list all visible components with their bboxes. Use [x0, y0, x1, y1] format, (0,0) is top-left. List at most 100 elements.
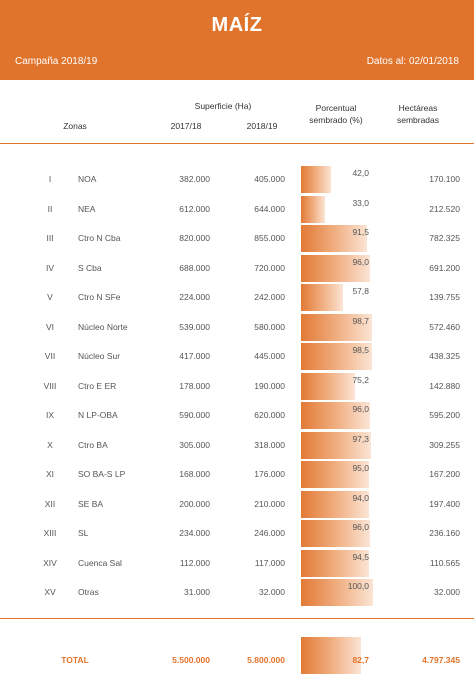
superficie-2017: 31.000	[184, 587, 210, 597]
pct-bar	[301, 549, 373, 577]
hectareas-sembradas: 236.160	[429, 528, 460, 538]
pct-bar	[301, 372, 373, 400]
table-row: VI Núcleo Norte 539.000 580.000 98,7 572.460	[0, 313, 474, 343]
pct-bar-fill	[301, 372, 356, 400]
pct-bar	[301, 343, 373, 370]
superficie-2018: 445.000	[254, 351, 285, 361]
pct-label: 96,0	[352, 256, 369, 267]
zone-number: IV	[45, 262, 55, 273]
zone-number: XII	[44, 498, 56, 509]
superficie-2018: 210.000	[254, 498, 285, 509]
header-divider	[0, 143, 474, 144]
pct-bar	[301, 284, 373, 311]
pct-bar-fill	[301, 520, 371, 547]
zone-number: XIV	[43, 557, 57, 568]
hectareas-sembradas: 139.755	[429, 292, 460, 302]
pct-bar-fill	[301, 195, 325, 223]
zone-number: II	[47, 203, 53, 214]
total-pct-fill	[301, 637, 361, 674]
superficie-2018: 117.000	[254, 557, 285, 568]
pct-bar	[301, 313, 373, 341]
pct-bar	[301, 431, 373, 459]
table-row: XII SE BA 200.000 210.000 94,0 197.400	[0, 490, 474, 520]
data-date-label: Datos al: 02/01/2018	[366, 56, 459, 67]
hectareas-sembradas: 110.565	[429, 557, 460, 568]
pct-label: 94,5	[352, 551, 369, 562]
table-row: XIV Cuenca Sal 112.000 117.000 94,5 110.565	[0, 549, 474, 579]
table-row: II NEA 612.000 644.000 33,0 212.520	[0, 195, 474, 225]
hectareas-sembradas: 691.200	[429, 262, 460, 273]
table-row: XIII SL 234.000 246.000 96,0 236.160	[0, 519, 474, 549]
table-row: V Ctro N SFe 224.000 242.000 57,8 139.755	[0, 283, 474, 313]
pct-label: 100,0	[347, 581, 369, 591]
hectareas-sembradas: 572.460	[429, 321, 460, 332]
superficie-2018: 190.000	[254, 380, 285, 391]
pct-bar	[301, 225, 373, 252]
zone-number: XI	[45, 469, 55, 479]
zone-number: VIII	[43, 380, 57, 391]
pct-bar	[301, 579, 373, 606]
pct-bar	[301, 195, 373, 223]
superficie-2018: 644.000	[254, 203, 285, 214]
zone-number: X	[47, 439, 53, 450]
superficie-2018: 242.000	[254, 292, 285, 302]
pct-bar	[301, 166, 373, 193]
superficie-2018: 246.000	[254, 528, 285, 538]
table-row: I NOA 382.000 405.000 42,0 170.100	[0, 165, 474, 195]
zone-number: III	[46, 233, 54, 243]
zonas-header: Zonas	[63, 121, 87, 131]
hectareas-sembradas: 595.200	[429, 410, 460, 420]
superficie-2018: 405.000	[254, 174, 285, 184]
pct-label: 98,5	[352, 345, 369, 355]
superficie-2018: 620.000	[254, 410, 285, 420]
pct-label: 91,5	[352, 227, 369, 237]
pct-bar-fill	[301, 549, 370, 577]
pct-bar-fill	[301, 402, 371, 429]
zone-name: Cuenca Sal	[78, 557, 122, 568]
hectareas-sembradas: 212.520	[429, 203, 460, 214]
zone-name: Núcleo Sur	[78, 351, 121, 361]
total-row: TOTAL 5.500.000 5.800.000 4.797.345 82,7	[0, 637, 474, 676]
table-row: IX N LP-OBA 590.000 620.000 96,0 595.200	[0, 401, 474, 431]
pct-bar	[301, 254, 373, 282]
pct-bar-fill	[301, 490, 369, 518]
hectareas-header: Hectáreas sembradas	[396, 103, 440, 125]
zone-name: N LP-OBA	[78, 410, 118, 420]
zone-number: VII	[44, 351, 56, 361]
total-pct-bar	[301, 637, 373, 674]
superficie-2017: 612.000	[179, 203, 210, 214]
table-row: X Ctro BA 305.000 318.000 97,3 309.255	[0, 431, 474, 461]
superficie-2017: 234.000	[179, 528, 210, 538]
table-row: VIII Ctro E ER 178.000 190.000 75,2 142.880	[0, 372, 474, 402]
hectareas-sembradas: 32.000	[434, 587, 460, 597]
year-2017-header: 2017/18	[170, 121, 202, 131]
superficie-2018: 855.000	[254, 233, 285, 243]
superficie-2017: 688.000	[179, 262, 210, 273]
zone-name: Otras	[78, 587, 99, 597]
pct-bar-fill	[301, 579, 373, 606]
superficie-2018: 32.000	[259, 587, 285, 597]
pct-label: 57,8	[352, 286, 369, 296]
zone-number: XIII	[43, 528, 57, 538]
total-2018: 5.800.000	[247, 655, 285, 665]
pct-label: 42,0	[352, 168, 369, 178]
total-hectareas: 4.797.345	[422, 655, 460, 665]
hectareas-sembradas: 782.325	[429, 233, 460, 243]
hectareas-sembradas: 142.880	[429, 380, 460, 391]
zone-name: S Cba	[78, 262, 102, 273]
superficie-2018: 176.000	[254, 469, 285, 479]
superficie-2017: 417.000	[179, 351, 210, 361]
zone-number: XV	[44, 587, 56, 597]
pct-bar-fill	[301, 313, 373, 341]
superficie-2017: 305.000	[179, 439, 210, 450]
year-2018-header: 2018/19	[246, 121, 278, 131]
zone-name: Núcleo Norte	[78, 321, 128, 332]
hectareas-sembradas: 167.200	[429, 469, 460, 479]
pct-label: 33,0	[352, 197, 369, 208]
zone-name: NEA	[78, 203, 96, 214]
superficie-2017: 820.000	[179, 233, 210, 243]
total-pct-label: 82,7	[352, 655, 369, 665]
zone-name: SE BA	[78, 498, 104, 509]
superficie-2017: 590.000	[179, 410, 210, 420]
pct-label: 96,0	[352, 522, 369, 532]
